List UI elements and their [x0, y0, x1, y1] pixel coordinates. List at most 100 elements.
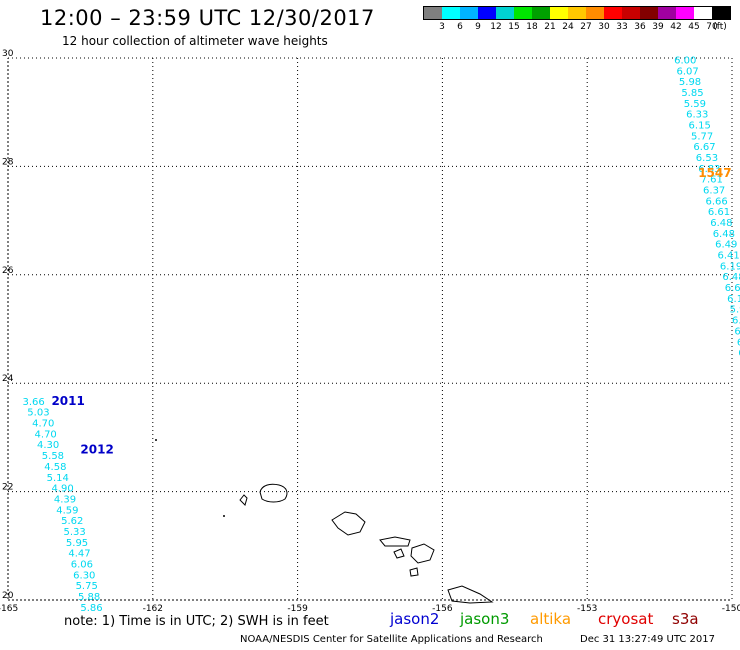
swh-value: 4.90 [51, 484, 73, 495]
swh-value: 5.98 [679, 77, 701, 88]
swh-value: 4.70 [35, 429, 57, 440]
swh-value: 6.48 [713, 229, 735, 240]
satellite-name: jason2 [390, 610, 440, 628]
swh-value: 6.11 [727, 294, 740, 305]
legend-swatch [532, 7, 550, 19]
swh-value: 5.58 [42, 451, 64, 462]
swh-value: 6.07 [676, 66, 698, 77]
swh-value: 6.61 [708, 207, 730, 218]
legend-swatch [676, 7, 694, 19]
y-tick-label: 28 [2, 157, 14, 167]
swh-value: 4.39 [54, 494, 76, 505]
map-subtitle: 12 hour collection of altimeter wave hei… [62, 34, 328, 48]
legend-color-bar [423, 6, 731, 20]
legend-swatch [622, 7, 640, 19]
swh-value: 6.48 [710, 218, 732, 229]
swh-value: 6.06 [71, 559, 93, 570]
island-kauai [259, 483, 288, 503]
satellite-name: s3a [672, 610, 699, 628]
legend-swatch [604, 7, 622, 19]
legend-label: 21 [544, 22, 556, 32]
swh-value: 6.19 [720, 261, 740, 272]
legend-label: 39 [652, 22, 664, 32]
legend-swatch [496, 7, 514, 19]
island-niihau [239, 494, 248, 506]
legend-swatch [712, 7, 730, 19]
y-tick-label: 26 [2, 266, 14, 276]
footer-note: note: 1) Time is in UTC; 2) SWH is in fe… [64, 614, 329, 629]
swh-value: 6.60 [725, 283, 740, 294]
swh-value: 6.31 [734, 326, 740, 337]
legend-label: 45 [688, 22, 700, 32]
legend-swatch [424, 7, 442, 19]
pass-id-label: 2011 [51, 394, 84, 408]
swh-value: 6.09 [732, 316, 740, 327]
legend-label: 15 [508, 22, 520, 32]
swh-value: 4.58 [44, 462, 66, 473]
swh-value: 4.30 [37, 440, 59, 451]
pass-id-label: 2012 [80, 443, 113, 457]
y-tick-label: 24 [2, 374, 14, 384]
map-grid: -165 -162 -159 -156 -153 -150 20 22 24 26 28 30 [0, 49, 740, 614]
legend-label: 3 [439, 22, 445, 32]
swh-value: 6. [738, 348, 740, 359]
island-molokai [379, 536, 411, 547]
pass-id-label: 1547 [698, 166, 731, 180]
swh-value: 5.62 [61, 516, 83, 527]
legend-label: 6 [457, 22, 463, 32]
legend-label: 27 [580, 22, 592, 32]
swh-value: 6.15 [689, 120, 711, 131]
wave-height-legend: 3 6 9 12 15 18 21 24 27 30 33 36 39 42 45 70 (ft) [423, 6, 731, 34]
swh-value: 6.66 [705, 196, 727, 207]
legend-label: 36 [634, 22, 646, 32]
legend-swatch [442, 7, 460, 19]
swh-value: 6.2 [737, 337, 740, 348]
swh-value: 5.75 [76, 581, 98, 592]
swh-value: 5.33 [64, 527, 86, 538]
swh-value: 6.30 [73, 570, 95, 581]
swh-value: 5.86 [80, 603, 102, 614]
swh-value: 4.59 [56, 505, 78, 516]
swh-value: 6.83 [698, 164, 720, 175]
satellite-name: jason3 [460, 610, 510, 628]
legend-label: 42 [670, 22, 682, 32]
swh-value: 5.77 [691, 131, 713, 142]
legend-label: 24 [562, 22, 574, 32]
pass-labels: 2011 2012 1547 [51, 166, 731, 456]
legend-label: 12 [490, 22, 502, 32]
legend-label: 18 [526, 22, 538, 32]
x-tick-label: -150 [722, 604, 740, 614]
legend-swatch [658, 7, 676, 19]
legend-swatch [586, 7, 604, 19]
legend-label: 30 [598, 22, 610, 32]
swh-value: 5.91 [730, 305, 740, 316]
swh-labels: 3.665.034.704.704.305.584.585.144.904.39… [22, 55, 740, 613]
legend-swatch [460, 7, 478, 19]
legend-swatch [514, 7, 532, 19]
map-title: 12:00 – 23:59 UTC 12/30/2017 [40, 6, 375, 30]
swh-value: 5.03 [27, 408, 49, 419]
legend-label: 33 [616, 22, 628, 32]
legend-label: (ft) [713, 22, 727, 32]
map-frame [7, 57, 733, 601]
island-nihoa [155, 439, 157, 441]
swh-value: 7.61 [701, 175, 723, 186]
swh-value: 4.70 [32, 419, 54, 430]
legend-labels: 3 6 9 12 15 18 21 24 27 30 33 36 39 42 45 70 (ft) [423, 20, 731, 34]
x-tick-label: -156 [432, 604, 453, 614]
swh-value: 5.14 [47, 473, 69, 484]
satellite-name: cryosat [598, 610, 654, 628]
y-tick-label: 30 [2, 49, 14, 59]
x-tick-label: -165 [0, 604, 18, 614]
x-tick-label: -162 [143, 604, 163, 614]
swh-value: 3.66 [22, 397, 44, 408]
island-maui [410, 543, 435, 564]
x-tick-label: -159 [287, 604, 308, 614]
swh-value: 6.48 [722, 272, 740, 283]
footer-credit: NOAA/NESDIS Center for Satellite Applica… [240, 634, 543, 645]
swh-value: 5.59 [684, 99, 706, 110]
swh-value: 6.00 [674, 55, 696, 66]
swh-value: 5.85 [681, 88, 703, 99]
x-tick-label: -153 [577, 604, 597, 614]
